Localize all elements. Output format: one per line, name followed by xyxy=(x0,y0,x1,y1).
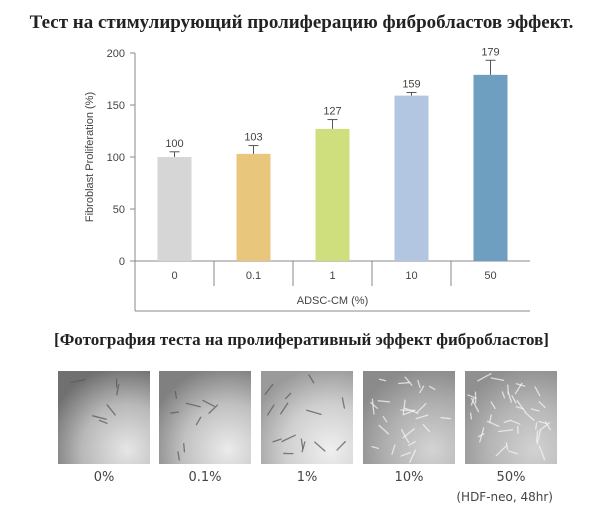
photo-label: 10% xyxy=(394,470,424,485)
x-tick-label: 10 xyxy=(405,270,417,282)
micrograph-image xyxy=(363,371,455,464)
x-tick-label: 0 xyxy=(171,270,177,282)
micrograph-0-1 xyxy=(159,371,251,464)
bar xyxy=(394,95,429,261)
bar xyxy=(236,153,271,261)
x-tick-label: 0.1 xyxy=(246,270,261,282)
x-tick-label: 1 xyxy=(329,270,335,282)
bar xyxy=(473,74,508,261)
photo-label: 1% xyxy=(296,470,318,485)
x-tick-label: 50 xyxy=(484,270,496,282)
photo-section-title: [Фотография теста на пролиферативный эфф… xyxy=(54,330,549,349)
bar xyxy=(157,157,192,261)
y-tick-label: 150 xyxy=(107,100,125,112)
page-title: Тест на стимулирующий пролиферацию фибро… xyxy=(29,12,574,33)
y-axis-label: Fibroblast Proliferation (%) xyxy=(84,92,96,222)
micrograph-0 xyxy=(58,371,150,464)
micrograph-image xyxy=(261,371,353,464)
y-tick-label: 200 xyxy=(107,48,125,60)
y-tick-label: 0 xyxy=(119,256,125,268)
chart-area: 0 50 100 150 200 Fibroblast Proliferation (%)… xyxy=(84,46,530,312)
micrograph-50 xyxy=(465,371,557,464)
bar xyxy=(315,128,350,261)
data-label: 159 xyxy=(402,79,420,91)
data-label: 103 xyxy=(244,132,262,144)
photo-label: 0.1% xyxy=(188,470,222,485)
data-label: 179 xyxy=(481,46,499,58)
micrograph-image xyxy=(58,371,150,464)
y-tick-label: 50 xyxy=(113,204,125,216)
data-label: 100 xyxy=(165,138,183,150)
data-label: 127 xyxy=(323,106,341,118)
micrograph-10 xyxy=(363,371,455,464)
micrograph-image xyxy=(159,371,251,464)
photo-label: 0% xyxy=(93,470,115,485)
x-axis-label: ADSC-CM (%) xyxy=(297,295,369,307)
micrograph-1 xyxy=(261,371,353,464)
photo-label: 50% xyxy=(496,470,526,485)
y-tick-label: 100 xyxy=(107,152,125,164)
culture-note: (HDF-neo, 48hr) xyxy=(456,490,553,504)
micrograph-image xyxy=(465,371,557,464)
